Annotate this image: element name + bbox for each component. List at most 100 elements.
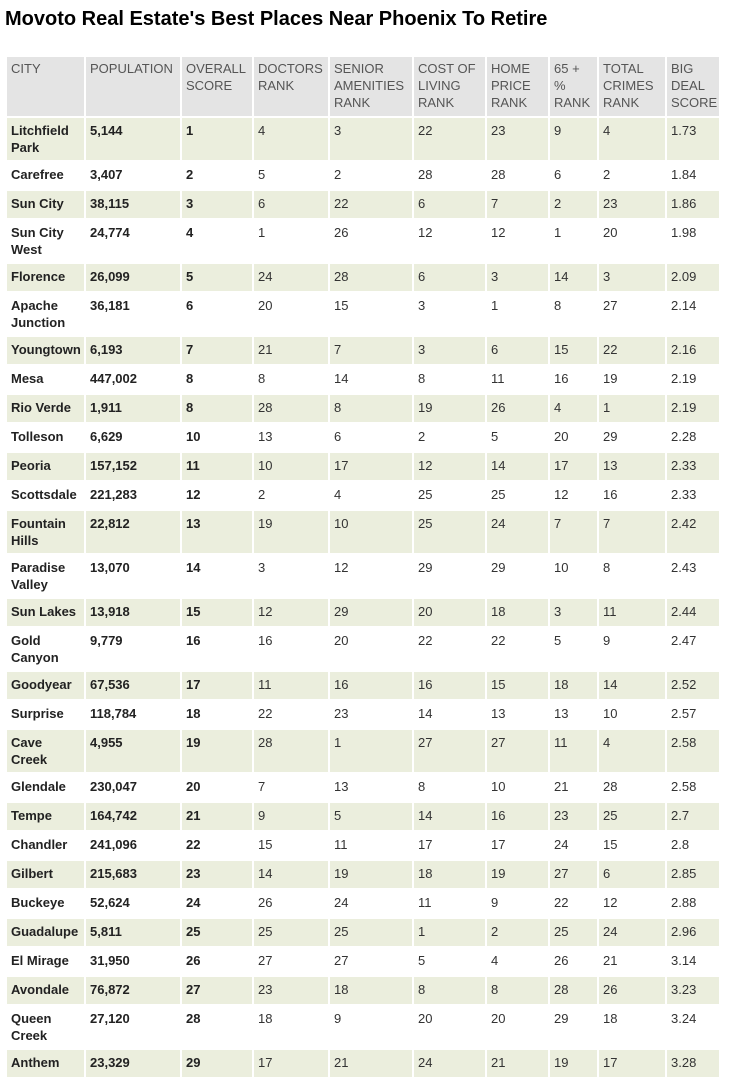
table-row: Buckeye 52,624 24 26 24 11 9 22 12 2.88	[7, 890, 719, 917]
col-total-crimes-rank-cell: 7	[599, 511, 665, 553]
col-65-plus-rank-cell: 14	[550, 264, 597, 291]
col-population-cell: 6,629	[86, 424, 180, 451]
table-row: Cave Creek 4,955 19 28 1 27 27 11 4 2.58	[7, 730, 719, 772]
col-doctors-rank-cell: 24	[254, 264, 328, 291]
col-city-cell: Queen Creek	[7, 1006, 84, 1048]
col-big-deal-score-cell: 3.28	[667, 1050, 719, 1077]
col-total-crimes-rank-cell: 12	[599, 890, 665, 917]
col-overall-score-cell: 29	[182, 1050, 252, 1077]
col-65-plus-rank-cell: 9	[550, 118, 597, 160]
col-total-crimes-rank-cell: 6	[599, 861, 665, 888]
col-big-deal-score-cell: 2.42	[667, 511, 719, 553]
table-row: Tempe 164,742 21 9 5 14 16 23 25 2.7	[7, 803, 719, 830]
col-population-cell: 38,115	[86, 191, 180, 218]
col-cost-of-living-rank-cell: 3	[414, 293, 485, 335]
col-city-cell: Guadalupe	[7, 919, 84, 946]
col-doctors-rank-cell: 20	[254, 293, 328, 335]
col-population-cell: 447,002	[86, 366, 180, 393]
col-65-plus-rank-cell: 1	[550, 220, 597, 262]
col-overall-score-cell: 24	[182, 890, 252, 917]
col-population-cell: 215,683	[86, 861, 180, 888]
table-row: Mesa 447,002 8 8 14 8 11 16 19 2.19	[7, 366, 719, 393]
col-cost-of-living-rank-cell: 16	[414, 672, 485, 699]
col-population-cell: 241,096	[86, 832, 180, 859]
col-overall-score-cell: 20	[182, 774, 252, 801]
col-total-crimes-rank-cell: 2	[599, 162, 665, 189]
col-doctors-rank-cell: 7	[254, 774, 328, 801]
col-home-price-rank-cell: 21	[487, 1050, 548, 1077]
col-doctors-rank-cell: 3	[254, 555, 328, 597]
col-home-price-rank-cell: 1	[487, 293, 548, 335]
col-senior-amenities-rank-cell: 27	[330, 948, 412, 975]
table-row: Surprise 118,784 18 22 23 14 13 13 10 2.57	[7, 701, 719, 728]
col-cost-of-living-rank-cell: 5	[414, 948, 485, 975]
col-total-crimes-rank-cell: 23	[599, 191, 665, 218]
col-big-deal-score-cell: 2.33	[667, 453, 719, 480]
col-65-plus-rank-cell: 13	[550, 701, 597, 728]
col-doctors-rank-cell: 21	[254, 337, 328, 364]
col-overall-score-cell: 28	[182, 1006, 252, 1048]
col-total-crimes-rank-cell: 4	[599, 118, 665, 160]
col-cost-of-living-rank-cell: 12	[414, 453, 485, 480]
col-cost-of-living-rank-cell: 28	[414, 162, 485, 189]
col-65-plus-rank-cell: 5	[550, 628, 597, 670]
table-row: Scottsdale 221,283 12 2 4 25 25 12 16 2.33	[7, 482, 719, 509]
col-city-cell: Cave Creek	[7, 730, 84, 772]
col-home-price-rank-cell: 16	[487, 803, 548, 830]
table-row: Chandler 241,096 22 15 11 17 17 24 15 2.8	[7, 832, 719, 859]
col-total-crimes-rank-cell: 11	[599, 599, 665, 626]
col-city-cell: Youngtown	[7, 337, 84, 364]
col-senior-amenities-rank-cell: 13	[330, 774, 412, 801]
col-population-cell: 5,811	[86, 919, 180, 946]
col-senior-amenities-rank-cell: 22	[330, 191, 412, 218]
col-senior-amenities-rank-cell: 7	[330, 337, 412, 364]
col-population-cell: 6,193	[86, 337, 180, 364]
col-city-header: CITY	[7, 57, 84, 116]
col-cost-of-living-rank-cell: 24	[414, 1050, 485, 1077]
col-big-deal-score-cell: 2.16	[667, 337, 719, 364]
col-city-cell: Tempe	[7, 803, 84, 830]
col-65-plus-rank-cell: 12	[550, 482, 597, 509]
col-population-cell: 23,329	[86, 1050, 180, 1077]
col-overall-score-cell: 12	[182, 482, 252, 509]
col-home-price-rank-cell: 4	[487, 948, 548, 975]
col-population-cell: 221,283	[86, 482, 180, 509]
col-doctors-rank-cell: 6	[254, 191, 328, 218]
col-senior-amenities-rank-cell: 25	[330, 919, 412, 946]
col-city-cell: Peoria	[7, 453, 84, 480]
col-home-price-rank-cell: 2	[487, 919, 548, 946]
col-big-deal-score-cell: 2.28	[667, 424, 719, 451]
table-row: Gilbert 215,683 23 14 19 18 19 27 6 2.85	[7, 861, 719, 888]
col-city-cell: Buckeye	[7, 890, 84, 917]
col-overall-score-cell: 4	[182, 220, 252, 262]
col-doctors-rank-cell: 27	[254, 948, 328, 975]
col-65-plus-rank-cell: 7	[550, 511, 597, 553]
col-home-price-rank-cell: 23	[487, 118, 548, 160]
col-overall-score-cell: 21	[182, 803, 252, 830]
col-home-price-rank-cell: 11	[487, 366, 548, 393]
col-senior-amenities-rank-cell: 18	[330, 977, 412, 1004]
col-population-cell: 230,047	[86, 774, 180, 801]
col-cost-of-living-rank-cell: 25	[414, 511, 485, 553]
col-big-deal-score-cell: 2.57	[667, 701, 719, 728]
col-cost-of-living-rank-cell: 20	[414, 1006, 485, 1048]
col-total-crimes-rank-cell: 13	[599, 453, 665, 480]
col-total-crimes-rank-cell: 10	[599, 701, 665, 728]
col-senior-amenities-rank-cell: 8	[330, 395, 412, 422]
col-cost-of-living-rank-cell: 18	[414, 861, 485, 888]
col-home-price-rank-cell: 17	[487, 832, 548, 859]
col-big-deal-score-cell: 2.52	[667, 672, 719, 699]
col-overall-score-cell: 7	[182, 337, 252, 364]
col-doctors-rank-header: DOCTORS RANK	[254, 57, 328, 116]
col-city-cell: Gilbert	[7, 861, 84, 888]
table-row: Fountain Hills 22,812 13 19 10 25 24 7 7 2.42	[7, 511, 719, 553]
col-city-cell: Gold Canyon	[7, 628, 84, 670]
col-total-crimes-rank-cell: 26	[599, 977, 665, 1004]
table-row: Apache Junction 36,181 6 20 15 3 1 8 27 2.14	[7, 293, 719, 335]
col-overall-score-cell: 19	[182, 730, 252, 772]
col-big-deal-score-cell: 2.09	[667, 264, 719, 291]
col-senior-amenities-rank-header: SENIOR AMENITIES RANK	[330, 57, 412, 116]
col-city-cell: Chandler	[7, 832, 84, 859]
col-big-deal-score-cell: 2.58	[667, 774, 719, 801]
col-population-cell: 4,955	[86, 730, 180, 772]
